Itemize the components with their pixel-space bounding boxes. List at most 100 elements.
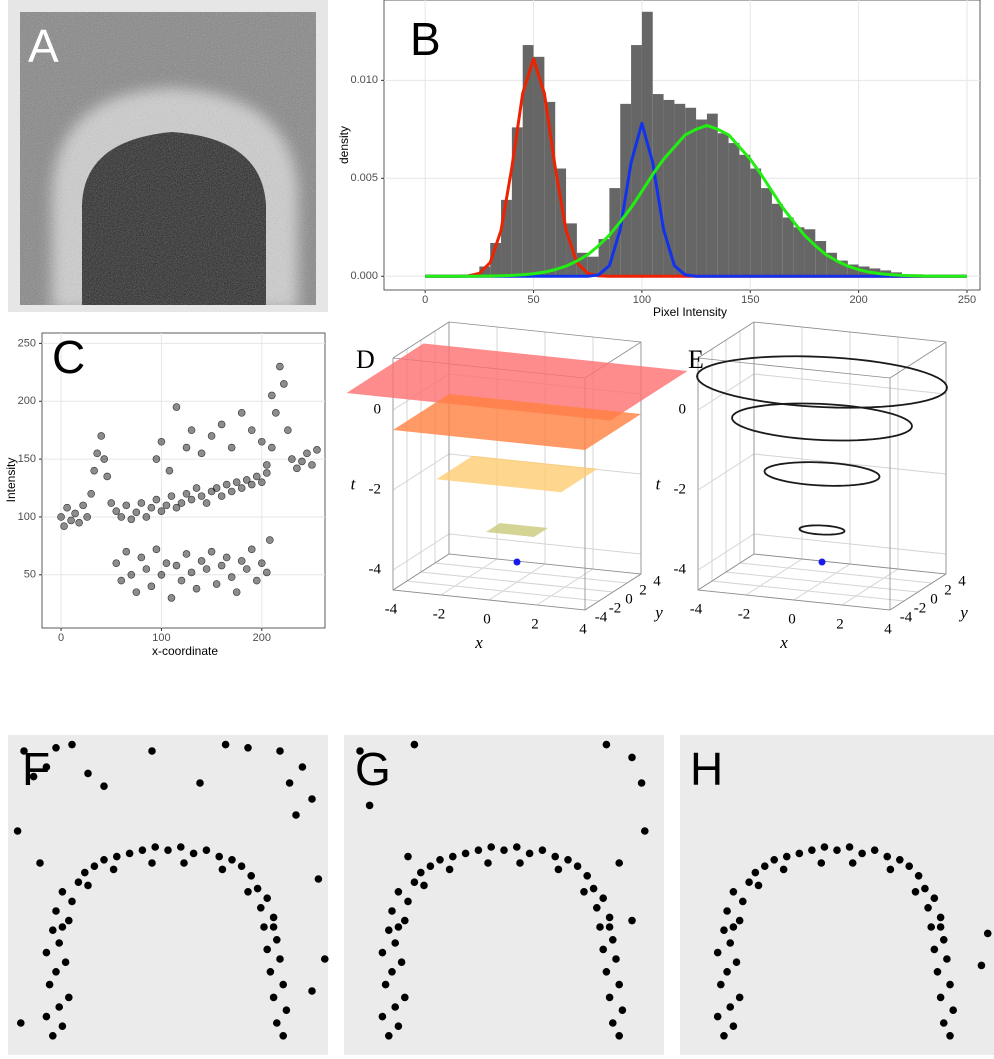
point	[221, 740, 230, 749]
image-content	[20, 12, 316, 305]
y-tick-label: -4	[595, 609, 608, 625]
point	[448, 852, 457, 861]
point	[608, 935, 617, 944]
image-noise	[20, 12, 316, 305]
point	[269, 993, 278, 1002]
point	[977, 961, 986, 970]
point	[260, 923, 268, 931]
x-axis-title: Pixel Intensity	[653, 305, 727, 319]
point	[735, 993, 744, 1002]
point	[48, 926, 57, 935]
y-tick-label: 4	[653, 573, 661, 589]
level-plane	[436, 455, 598, 493]
point	[253, 884, 262, 893]
panel-label: B	[410, 13, 441, 65]
point	[81, 868, 89, 877]
point	[269, 923, 278, 931]
point	[167, 594, 176, 602]
point	[400, 993, 409, 1002]
x-tick-label: -2	[738, 606, 751, 622]
point	[410, 740, 419, 749]
point	[298, 457, 306, 466]
point	[554, 865, 563, 874]
point	[180, 859, 188, 867]
point	[137, 553, 146, 562]
point	[148, 747, 156, 755]
point	[615, 980, 624, 989]
point	[262, 461, 271, 469]
y-tick-label: -4	[900, 609, 913, 625]
level-circle	[798, 524, 846, 536]
point	[84, 881, 92, 890]
point	[939, 1019, 948, 1027]
point	[167, 492, 176, 500]
point	[142, 513, 151, 521]
panel-label: A	[28, 20, 59, 72]
point	[152, 545, 161, 554]
point	[936, 923, 945, 931]
y-tick-label: 2	[944, 582, 952, 598]
point	[713, 948, 722, 957]
histogram-bar	[544, 101, 556, 277]
point	[182, 443, 191, 452]
histogram-bar	[674, 103, 686, 277]
y-tick-label: 50	[24, 569, 36, 581]
y-tick-label: 0	[625, 591, 633, 607]
level-plane	[346, 343, 688, 421]
plot-panel	[41, 332, 326, 629]
point	[426, 862, 435, 871]
point	[247, 426, 256, 434]
point	[276, 747, 284, 755]
y-axis-title: density	[337, 126, 351, 164]
point	[608, 1019, 617, 1027]
x-tick-label: 100	[152, 632, 170, 644]
y-tick-label: 0.000	[350, 270, 378, 282]
histogram-bar	[555, 168, 567, 277]
point	[142, 565, 151, 573]
point	[65, 993, 73, 1002]
point	[103, 472, 112, 481]
point	[42, 1012, 51, 1021]
point	[217, 561, 226, 570]
point	[285, 779, 294, 787]
point	[924, 903, 932, 912]
y-tick-label: 0.005	[350, 172, 378, 184]
point	[461, 849, 470, 858]
point	[298, 763, 307, 771]
point	[729, 887, 738, 896]
point	[848, 859, 857, 867]
point	[745, 878, 753, 887]
point	[292, 811, 300, 819]
point	[640, 827, 649, 835]
point	[65, 916, 73, 925]
point	[212, 484, 221, 492]
point	[79, 501, 87, 510]
histogram-bar	[598, 239, 610, 277]
point	[754, 881, 763, 890]
point	[148, 859, 156, 867]
point	[817, 859, 826, 867]
point	[436, 855, 444, 864]
point	[615, 859, 624, 867]
point	[276, 955, 284, 963]
point	[720, 1032, 728, 1040]
point	[257, 559, 266, 568]
box-edge	[753, 553, 947, 575]
z-tick-label: 0	[679, 401, 687, 417]
histogram-bar	[609, 188, 621, 277]
point	[58, 1022, 67, 1030]
point	[833, 846, 841, 855]
point	[388, 967, 396, 976]
point	[388, 907, 396, 915]
point	[109, 865, 118, 874]
point	[182, 490, 191, 498]
point	[58, 923, 67, 931]
histogram-bar	[717, 133, 729, 277]
point	[257, 437, 266, 446]
point	[20, 747, 28, 755]
z-tick-label: -4	[674, 561, 687, 577]
point	[628, 916, 636, 925]
point	[795, 849, 804, 858]
point	[770, 855, 779, 864]
